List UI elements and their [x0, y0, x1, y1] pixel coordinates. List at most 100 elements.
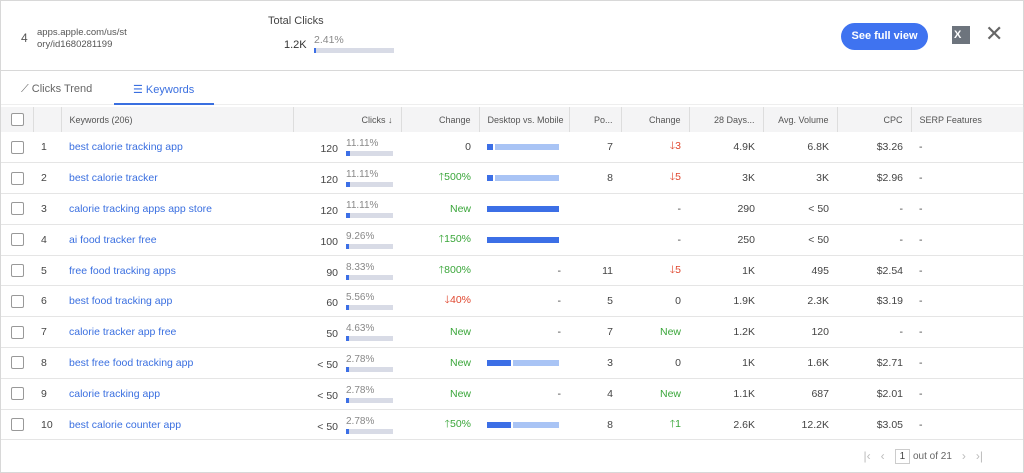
28-days: 290: [689, 193, 763, 225]
28-days: 1K: [689, 347, 763, 379]
row-checkbox[interactable]: [11, 294, 24, 308]
tab-keywords[interactable]: ☰ Keywords: [133, 84, 195, 96]
row-checkbox[interactable]: [11, 325, 24, 339]
mobile-share-bar: [494, 175, 559, 182]
desktop-share-bar: [487, 236, 559, 243]
tab-clicks-trend[interactable]: ⟋ Clicks Trend: [21, 83, 93, 95]
position-change: New: [621, 378, 689, 410]
keyword-link[interactable]: best calorie tracker: [61, 162, 293, 195]
keyword-link[interactable]: calorie tracker app free: [61, 316, 293, 349]
cpc: $2.01: [837, 378, 911, 410]
row-checkbox[interactable]: [11, 418, 24, 432]
column-header[interactable]: Change: [401, 107, 480, 132]
table-row[interactable]: 7 calorie tracker app free 50 4.63% New -…: [1, 316, 1023, 349]
column-header[interactable]: Clicks ↓: [293, 107, 402, 132]
table-row[interactable]: 9 calorie tracking app < 50 2.78% New - 4…: [1, 378, 1023, 410]
clicks: 60: [326, 297, 338, 310]
table-row[interactable]: 4 ai food tracker free 100 9.26% 🡑150% - …: [1, 224, 1023, 256]
change-arrow-icon: 🡑: [444, 417, 450, 430]
avg-volume: < 50: [763, 193, 837, 225]
close-icon[interactable]: ✕: [985, 21, 1004, 46]
table-row[interactable]: 8 best free food tracking app < 50 2.78% …: [1, 347, 1023, 379]
row-checkbox[interactable]: [11, 387, 24, 401]
mobile-share-bar: [512, 421, 559, 428]
clicks-cell: 120 11.11%: [293, 193, 401, 225]
table-row[interactable]: 3 calorie tracking apps app store 120 11.…: [1, 193, 1023, 225]
last-page-icon[interactable]: ›|: [975, 449, 983, 463]
serp-features: -: [911, 378, 1023, 410]
cpc: $3.19: [837, 285, 911, 318]
row-checkbox[interactable]: [11, 140, 24, 154]
28-days: 1.1K: [689, 378, 763, 410]
keyword-link[interactable]: free food tracking apps: [61, 255, 293, 287]
clicks-change: New: [401, 378, 479, 410]
table-row[interactable]: 1 best calorie tracking app 120 11.11% 0 …: [1, 132, 1023, 164]
serp-features: -: [911, 316, 1023, 349]
page-count: out of 21: [912, 450, 952, 462]
position-change: 0: [621, 347, 689, 379]
rank: 4: [21, 31, 28, 45]
keyword-link[interactable]: calorie tracking app: [61, 378, 293, 410]
serp-features: -: [911, 162, 1023, 195]
keyword-link[interactable]: calorie tracking apps app store: [61, 193, 293, 225]
clicks: 90: [326, 266, 338, 279]
28-days: 3K: [689, 162, 763, 195]
column-header[interactable]: Keywords (206): [61, 107, 294, 132]
column-header[interactable]: Po...: [569, 107, 622, 132]
table-row[interactable]: 5 free food tracking apps 90 8.33% 🡑800% …: [1, 255, 1023, 287]
change-arrow-icon: 🡑: [438, 171, 445, 184]
avg-volume: 1.6K: [763, 347, 837, 379]
table-row[interactable]: 2 best calorie tracker 120 11.11% 🡑500% 8…: [1, 162, 1023, 195]
row-number: 3: [33, 193, 61, 225]
change-arrow-icon: 🡑: [438, 232, 445, 245]
column-header[interactable]: [33, 107, 62, 132]
avg-volume: 495: [763, 255, 837, 287]
keyword-link[interactable]: best food tracking app: [61, 285, 293, 318]
first-page-icon[interactable]: |‹: [863, 449, 871, 463]
change-arrow-icon: 🡓: [669, 171, 676, 184]
column-header[interactable]: SERP Features: [911, 107, 1024, 132]
column-header[interactable]: Desktop vs. Mobile: [479, 107, 570, 132]
column-header[interactable]: CPC: [837, 107, 912, 132]
keyword-link[interactable]: best free food tracking app: [61, 347, 293, 379]
desktop-vs-mobile: [479, 132, 569, 164]
excel-export-icon[interactable]: X: [952, 26, 970, 44]
desktop-share-bar: [487, 175, 493, 182]
row-checkbox[interactable]: [11, 233, 24, 247]
clicks-share-bar: [346, 397, 393, 403]
table-row[interactable]: 10 best calorie counter app < 50 2.78% 🡑5…: [1, 409, 1023, 441]
avg-volume: < 50: [763, 224, 837, 256]
prev-page-icon[interactable]: ‹: [880, 449, 885, 463]
clicks-pct: 4.63%: [346, 323, 375, 335]
row-checkbox[interactable]: [11, 171, 24, 185]
select-all-checkbox[interactable]: [11, 113, 24, 126]
clicks: 120: [320, 174, 338, 187]
position: 5: [569, 285, 621, 318]
table-row[interactable]: 6 best food tracking app 60 5.56% 🡓40% - …: [1, 285, 1023, 318]
clicks-pct: 11.11%: [346, 199, 379, 211]
cpc: $3.05: [837, 409, 911, 441]
page-input[interactable]: 1: [894, 448, 911, 464]
row-number: 1: [33, 132, 61, 164]
keyword-link[interactable]: best calorie counter app: [61, 409, 293, 441]
next-page-icon[interactable]: ›: [961, 449, 966, 463]
column-header[interactable]: [1, 107, 34, 132]
clicks-cell: 60 5.56%: [293, 285, 401, 318]
row-number: 4: [33, 224, 61, 256]
column-header[interactable]: 28 Days...: [689, 107, 764, 132]
row-checkbox[interactable]: [11, 202, 24, 216]
keyword-link[interactable]: best calorie tracking app: [61, 132, 293, 164]
column-header[interactable]: Avg. Volume: [763, 107, 838, 132]
28-days: 1K: [689, 255, 763, 287]
position: 8: [569, 409, 621, 441]
row-checkbox[interactable]: [11, 356, 24, 370]
see-full-view-button[interactable]: See full view: [841, 23, 928, 50]
column-header[interactable]: Change: [621, 107, 690, 132]
avg-volume: 3K: [763, 162, 837, 195]
change-arrow-icon: 🡓: [669, 263, 676, 276]
row-number: 8: [33, 347, 61, 379]
row-checkbox[interactable]: [11, 264, 24, 278]
keyword-link[interactable]: ai food tracker free: [61, 224, 293, 256]
clicks-pct: 5.56%: [346, 292, 375, 304]
desktop-share-bar: [487, 359, 511, 366]
